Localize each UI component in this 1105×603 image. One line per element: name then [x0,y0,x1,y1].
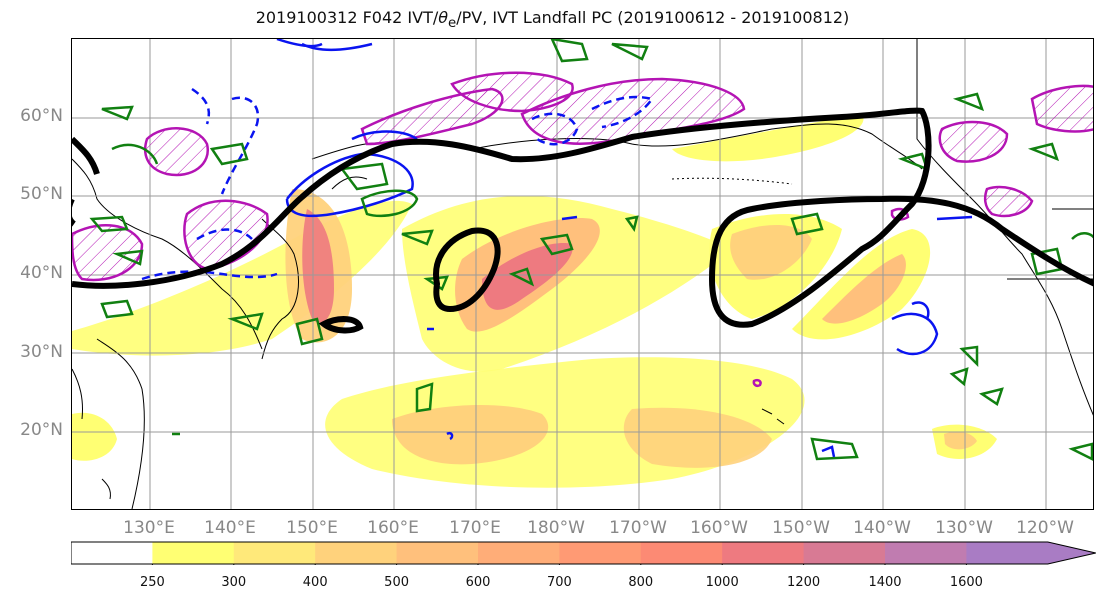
pv-green-contours [89,39,1093,461]
colorbar-segment [152,542,235,564]
lon-label-160w: 160°W [690,518,748,538]
thick-contour [72,107,1093,334]
colorbar-tick-label: 1400 [868,575,902,590]
lat-label-30n: 30°N [20,342,63,362]
colorbar-segment [966,542,1049,564]
colorbar-outline [71,541,1096,565]
colorbar-tick-label: 800 [628,575,654,590]
map-panel [71,38,1094,510]
colorbar-segment [640,542,723,564]
colorbar-tick-label: 1000 [705,575,739,590]
colorbar-segment [233,542,316,564]
lon-label-120w: 120°W [1016,518,1074,538]
colorbar-tick-label: 500 [384,575,410,590]
lat-label-60n: 60°N [20,106,63,126]
colorbar-segment [315,542,398,564]
colorbar-tick-label: 1600 [949,575,983,590]
lat-label-40n: 40°N [20,263,63,283]
colorbar-tick-label: 250 [139,575,165,590]
lon-label-170w: 170°W [609,518,667,538]
ivt-colorbar [71,541,1096,565]
lat-label-20n: 20°N [20,420,63,440]
theta-e-contours [141,39,973,458]
lat-label-50n: 50°N [20,184,63,204]
map-title: 2019100312 F042 IVT/θe/PV, IVT Landfall … [255,8,850,32]
colorbar-segment [885,542,967,564]
colorbar-tick-label: 300 [221,575,247,590]
colorbar-tick-label: 1200 [787,575,821,590]
ivt-shading [72,114,997,488]
lon-label-160e: 160°E [367,518,419,538]
colorbar-tick-label: 700 [546,575,572,590]
colorbar-tick-label: 400 [302,575,328,590]
lon-label-130e: 130°E [123,518,175,538]
colorbar-segment [396,542,479,564]
lon-label-140e: 140°E [204,518,256,538]
lon-label-170e: 170°E [449,518,501,538]
colorbar-segment [478,542,560,564]
colorbar-segment [803,542,886,564]
lon-label-180w: 180°W [527,518,585,538]
colorbar-segment [722,542,805,564]
colorbar-segment [559,542,642,564]
lon-label-130w: 130°W [935,518,993,538]
lon-label-150e: 150°E [286,518,338,538]
lon-label-140w: 140°W [853,518,911,538]
colorbar-segment-below [71,542,153,564]
map-canvas [72,39,1093,509]
colorbar-tick-label: 600 [465,575,491,590]
colorbar-extend-arrow [1047,542,1096,564]
lon-label-150w: 150°W [772,518,830,538]
